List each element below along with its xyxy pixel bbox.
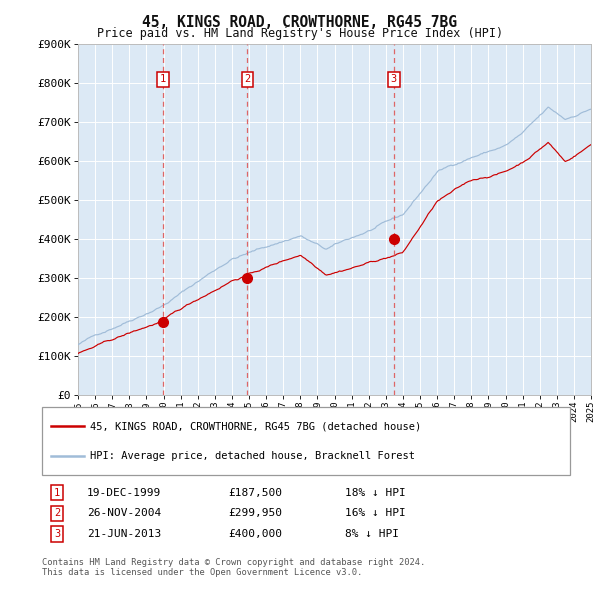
Text: 2: 2 bbox=[244, 74, 250, 84]
Text: £299,950: £299,950 bbox=[228, 509, 282, 518]
Text: 18% ↓ HPI: 18% ↓ HPI bbox=[345, 488, 406, 497]
Text: 45, KINGS ROAD, CROWTHORNE, RG45 7BG (detached house): 45, KINGS ROAD, CROWTHORNE, RG45 7BG (de… bbox=[90, 421, 421, 431]
Text: 3: 3 bbox=[391, 74, 397, 84]
Text: 1: 1 bbox=[160, 74, 166, 84]
Text: £187,500: £187,500 bbox=[228, 488, 282, 497]
Text: 2: 2 bbox=[54, 509, 60, 518]
Text: 16% ↓ HPI: 16% ↓ HPI bbox=[345, 509, 406, 518]
Text: HPI: Average price, detached house, Bracknell Forest: HPI: Average price, detached house, Brac… bbox=[90, 451, 415, 461]
Text: Price paid vs. HM Land Registry's House Price Index (HPI): Price paid vs. HM Land Registry's House … bbox=[97, 27, 503, 40]
Text: £400,000: £400,000 bbox=[228, 529, 282, 539]
Text: 21-JUN-2013: 21-JUN-2013 bbox=[87, 529, 161, 539]
Text: 1: 1 bbox=[54, 488, 60, 497]
Text: 8% ↓ HPI: 8% ↓ HPI bbox=[345, 529, 399, 539]
Text: Contains HM Land Registry data © Crown copyright and database right 2024.: Contains HM Land Registry data © Crown c… bbox=[42, 558, 425, 566]
Text: 45, KINGS ROAD, CROWTHORNE, RG45 7BG: 45, KINGS ROAD, CROWTHORNE, RG45 7BG bbox=[143, 15, 458, 30]
Text: 3: 3 bbox=[54, 529, 60, 539]
Text: This data is licensed under the Open Government Licence v3.0.: This data is licensed under the Open Gov… bbox=[42, 568, 362, 577]
Text: 26-NOV-2004: 26-NOV-2004 bbox=[87, 509, 161, 518]
Text: 19-DEC-1999: 19-DEC-1999 bbox=[87, 488, 161, 497]
